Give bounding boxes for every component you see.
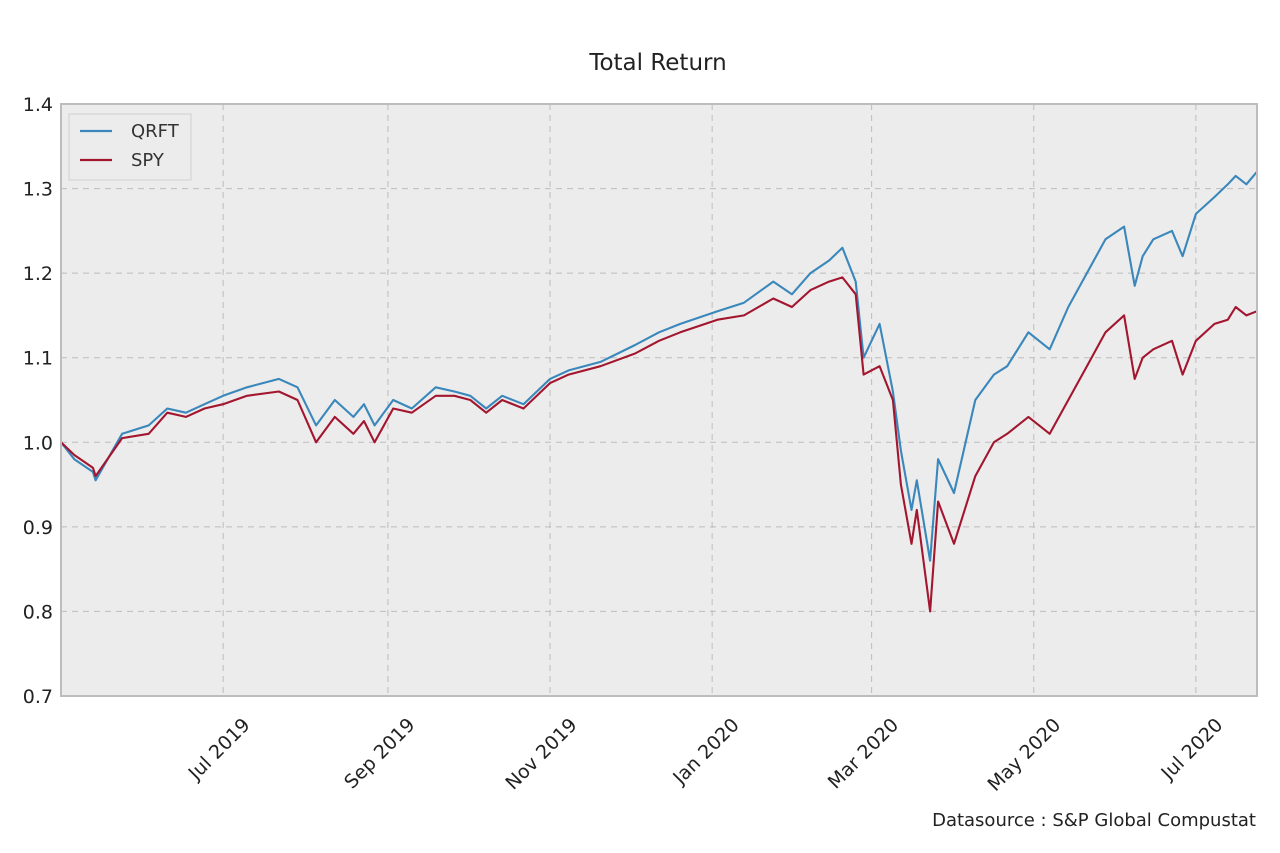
y-tick-label: 0.9	[23, 517, 53, 539]
series-line-qrft	[60, 171, 1258, 562]
x-tick-label: Jan 2020	[668, 714, 743, 789]
x-tick-label: Nov 2019	[501, 714, 581, 794]
y-axis-ticks: 0.7 0.8 0.9 1.0 1.1 1.2 1.3 1.4	[23, 94, 53, 708]
data-source-note: Datasource : S&P Global Compustat	[932, 810, 1256, 831]
x-tick-label: Jul 2020	[1156, 714, 1227, 785]
y-tick-label: 1.1	[23, 348, 53, 370]
grid-lines	[61, 104, 1257, 696]
legend-label-spy: SPY	[131, 150, 165, 171]
series-line-spy	[60, 276, 1258, 613]
x-tick-label: May 2020	[983, 714, 1065, 796]
plot-border	[60, 103, 1258, 697]
y-tick-label: 0.7	[23, 686, 53, 708]
series-lines	[60, 171, 1258, 613]
x-tick-label: Jul 2019	[184, 714, 255, 785]
x-tick-label: Mar 2020	[824, 714, 903, 793]
legend-box	[68, 113, 192, 181]
x-tick-label: Sep 2019	[340, 714, 419, 793]
legend: QRFT SPY	[68, 113, 192, 181]
x-axis-ticks: Jul 2019 Sep 2019 Nov 2019 Jan 2020 Mar 2020…	[184, 714, 1228, 796]
chart-title: Total Return	[588, 50, 726, 76]
legend-label-qrft: QRFT	[131, 121, 180, 142]
y-tick-label: 1.4	[23, 94, 53, 116]
plot-area	[61, 104, 1257, 696]
y-tick-label: 1.0	[23, 432, 53, 454]
y-tick-label: 0.8	[23, 601, 53, 623]
y-tick-label: 1.3	[23, 179, 53, 201]
y-tick-label: 1.2	[23, 263, 53, 285]
